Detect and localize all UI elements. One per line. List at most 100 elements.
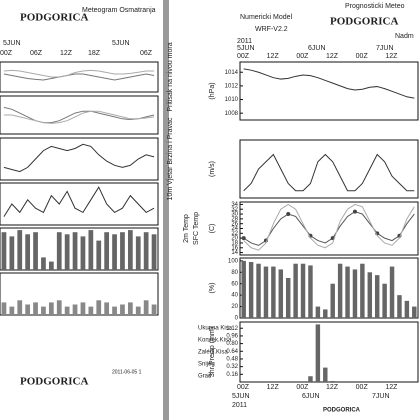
bar: [135, 306, 141, 315]
bar: [104, 302, 110, 315]
bar: [17, 230, 23, 270]
right-header: Prognosticki Meteo: [345, 3, 405, 10]
right-bottom-day: 5JUN: [232, 393, 250, 400]
panel-frame: [239, 257, 419, 319]
left-hour: 00Z: [0, 50, 13, 57]
right-hour: 12Z: [385, 53, 398, 60]
right-day: 6JUN: [308, 45, 326, 52]
bar: [1, 302, 7, 315]
y-tick-label: 24: [231, 226, 238, 232]
bar: [256, 263, 261, 318]
panel-frame: [0, 272, 159, 316]
y-tick-label: 20: [231, 304, 238, 310]
y-tick-label: 14: [231, 250, 238, 256]
bar: [120, 232, 125, 270]
bar: [143, 232, 149, 270]
panel-frame: [0, 137, 159, 181]
point: [241, 236, 246, 241]
bar: [33, 302, 38, 315]
bar: [315, 324, 321, 382]
y-axis-label: (C): [209, 224, 216, 234]
left-day: 5JUN: [3, 40, 21, 47]
y-tick-label: 0.48: [226, 357, 238, 363]
bar: [241, 260, 246, 318]
y-tick-label: 1010: [225, 97, 239, 103]
point: [352, 209, 357, 214]
series-line: [3, 73, 155, 81]
left-day: 5JUN: [112, 40, 130, 47]
right-bottom-day: 7JUN: [372, 393, 390, 400]
right-day: 7JUN: [376, 45, 394, 52]
bar: [285, 278, 291, 318]
y-tick-label: 0.16: [226, 372, 238, 378]
y-tick-label: 0.96: [226, 333, 238, 339]
right-footer: PODGORICA: [323, 408, 361, 414]
bar: [48, 261, 54, 270]
series-line: [3, 110, 155, 124]
bar: [397, 295, 402, 318]
bar: [96, 240, 102, 270]
series-line: [243, 203, 415, 251]
right-hour: 00Z: [296, 53, 309, 60]
point: [286, 212, 291, 217]
panel-frame: [0, 182, 159, 226]
bar: [72, 232, 78, 270]
bar: [9, 306, 15, 315]
bar: [104, 232, 110, 270]
bar: [352, 269, 358, 318]
y-axis-label: (hPa): [209, 82, 216, 99]
y-tick-label: 32: [231, 207, 238, 213]
precip-legend: Snijeg: [198, 362, 215, 368]
right-bottom-year: 2011: [232, 402, 247, 409]
series-line: [243, 211, 415, 246]
series-line: [243, 153, 415, 192]
right-bottom-day: 6JUN: [302, 393, 320, 400]
left-footer: PODGORICA: [20, 376, 89, 388]
y-axis-label: 10m Vjetar Brzina i Pravac: [167, 117, 174, 200]
right-day: 5JUN: [237, 45, 255, 52]
bar: [112, 234, 117, 270]
left-title: PODGORICA: [20, 12, 89, 24]
right-bottom-hour: 00Z: [356, 384, 369, 391]
left-hour: 12Z: [60, 50, 73, 57]
y-axis-label: (%): [209, 283, 216, 294]
bar: [64, 306, 70, 315]
bar: [9, 236, 15, 270]
bar: [112, 306, 117, 315]
bar: [72, 304, 78, 315]
bar: [127, 302, 133, 315]
bar: [374, 275, 380, 318]
right-hour: 12Z: [267, 53, 280, 60]
series-line: [3, 186, 155, 217]
right-bottom-hour: 00Z: [296, 384, 309, 391]
legend-entry: 2m Temp: [183, 214, 190, 243]
bar: [278, 269, 284, 318]
bar: [323, 309, 328, 318]
bar: [17, 300, 23, 315]
bar: [248, 262, 254, 318]
right-station: Nadm: [395, 33, 414, 40]
bar: [56, 232, 62, 270]
precip-legend: Ukupna Kisa: [198, 326, 233, 332]
y-axis-label: 3hr Precip (mm): [209, 327, 216, 377]
right-bottom-hour: 12Z: [385, 384, 398, 391]
y-tick-label: 20: [231, 236, 238, 242]
right-bottom-hour: 12Z: [267, 384, 280, 391]
y-tick-label: 1014: [225, 70, 239, 76]
panel-frame: [239, 61, 419, 121]
y-tick-label: 1.12: [226, 326, 238, 332]
y-tick-label: 16: [231, 245, 238, 251]
y-tick-label: 40: [231, 293, 238, 299]
right-year: 2011: [237, 38, 252, 45]
bar: [96, 300, 102, 315]
panel-frame: [0, 95, 159, 135]
y-tick-label: 28: [231, 216, 238, 222]
series-line: [3, 69, 155, 78]
right-version: WRF-V2.2: [255, 26, 288, 33]
series-line: [243, 68, 415, 99]
y-tick-label: 1012: [225, 83, 239, 89]
series-line: [3, 106, 155, 124]
bar: [41, 257, 46, 270]
left-subtitle: Meteogram Osmatranja: [82, 7, 156, 14]
